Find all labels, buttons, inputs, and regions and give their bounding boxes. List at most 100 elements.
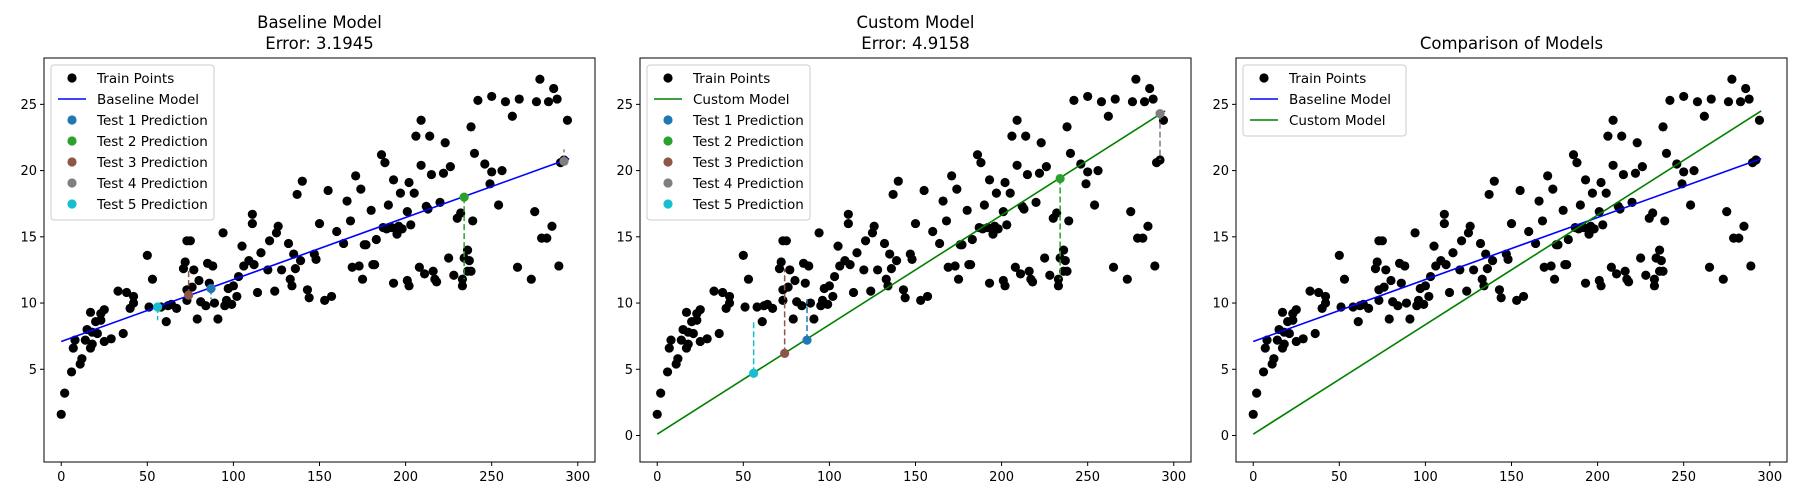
legend-marker [1259, 73, 1269, 83]
x-tick-label: 150 [307, 470, 332, 485]
train-point [232, 291, 242, 302]
prediction-point [184, 290, 194, 300]
train-point [247, 218, 257, 229]
train-point [1456, 236, 1467, 246]
train-point [1150, 261, 1160, 271]
train-point [797, 301, 807, 311]
y-tick-label: 10 [616, 297, 633, 312]
train-point [1563, 234, 1573, 245]
train-point [1739, 221, 1749, 231]
train-point [1656, 256, 1666, 266]
train-point [426, 169, 437, 180]
train-point [304, 293, 314, 303]
train-point [752, 302, 762, 312]
train-point [273, 221, 283, 231]
train-point [1718, 274, 1728, 284]
train-point [1448, 248, 1458, 258]
train-point [218, 228, 228, 238]
legend-marker [663, 157, 673, 167]
train-point [1679, 91, 1689, 102]
train-point [1658, 266, 1668, 276]
train-point [247, 209, 257, 219]
train-point [326, 291, 337, 302]
train-point [351, 171, 361, 181]
train-point [1377, 236, 1387, 246]
train-point [1148, 94, 1158, 104]
train-point [1598, 220, 1608, 230]
train-point [122, 287, 132, 298]
legend-label: Train Points [1288, 71, 1366, 87]
x-tick-label: 50 [139, 470, 156, 485]
train-point [1568, 150, 1579, 160]
train-point [1689, 165, 1699, 176]
train-point [1138, 233, 1148, 243]
chart-panel-3: Comparison of Models 0 50 100 150 200 250 300 0 5… [1212, 34, 1788, 485]
legend-marker [663, 199, 673, 209]
legend-label: Custom Model [1289, 113, 1386, 129]
train-point [1562, 260, 1572, 270]
train-point [829, 271, 840, 282]
train-point [916, 295, 926, 305]
legend: Train Points Custom Model Test 1 Predictio… [646, 64, 811, 221]
train-point [879, 238, 890, 249]
train-point [907, 254, 917, 264]
train-point [370, 260, 380, 270]
train-point [514, 94, 524, 104]
train-point [1000, 177, 1010, 188]
legend-label: Test 5 Prediction [96, 197, 208, 213]
train-point [469, 148, 480, 158]
legend-marker [663, 115, 673, 125]
train-point [1587, 188, 1598, 198]
train-point [683, 339, 693, 349]
train-point [1637, 162, 1647, 172]
train-point [1131, 74, 1141, 84]
train-point [993, 224, 1003, 234]
y-tick-label: 25 [1212, 98, 1229, 113]
train-point [1549, 274, 1560, 284]
train-point [1012, 160, 1022, 170]
y-tick-label: 0 [1221, 429, 1229, 444]
train-point [1401, 298, 1412, 308]
train-point [1005, 188, 1015, 198]
train-point [1040, 253, 1050, 263]
train-point [891, 256, 902, 266]
train-point [1053, 281, 1064, 291]
train-point [416, 115, 426, 125]
train-point [1603, 131, 1613, 141]
train-point [96, 315, 106, 325]
train-point [1503, 254, 1513, 264]
train-point [1496, 293, 1506, 303]
train-point [526, 274, 536, 284]
legend-marker [663, 178, 673, 188]
x-tick-label: 300 [1161, 470, 1186, 485]
train-point [1314, 287, 1324, 298]
train-point [1735, 97, 1746, 107]
train-point [201, 301, 211, 311]
y-tick-label: 10 [1212, 297, 1229, 312]
y-tick-label: 20 [1212, 164, 1229, 179]
train-point [860, 236, 871, 246]
train-point [718, 287, 728, 298]
model-line [1252, 110, 1762, 435]
train-point [1746, 261, 1756, 271]
train-point [161, 316, 171, 327]
legend-marker [67, 178, 77, 188]
train-point [1489, 176, 1499, 186]
train-point [1699, 111, 1709, 121]
train-point [1034, 168, 1045, 178]
train-point [1010, 262, 1020, 272]
train-point [1611, 269, 1622, 279]
train-point [1081, 179, 1091, 189]
train-point [1475, 238, 1486, 249]
train-point [1704, 262, 1715, 272]
x-tick-label: 300 [1757, 470, 1782, 485]
train-point [1396, 278, 1406, 288]
train-point [1641, 270, 1651, 280]
train-point [507, 111, 517, 121]
train-point [456, 208, 466, 218]
train-point [1007, 131, 1017, 141]
train-point [1031, 197, 1041, 207]
train-point [1469, 265, 1479, 275]
train-point [283, 238, 294, 249]
legend-label: Baseline Model [1289, 92, 1391, 108]
